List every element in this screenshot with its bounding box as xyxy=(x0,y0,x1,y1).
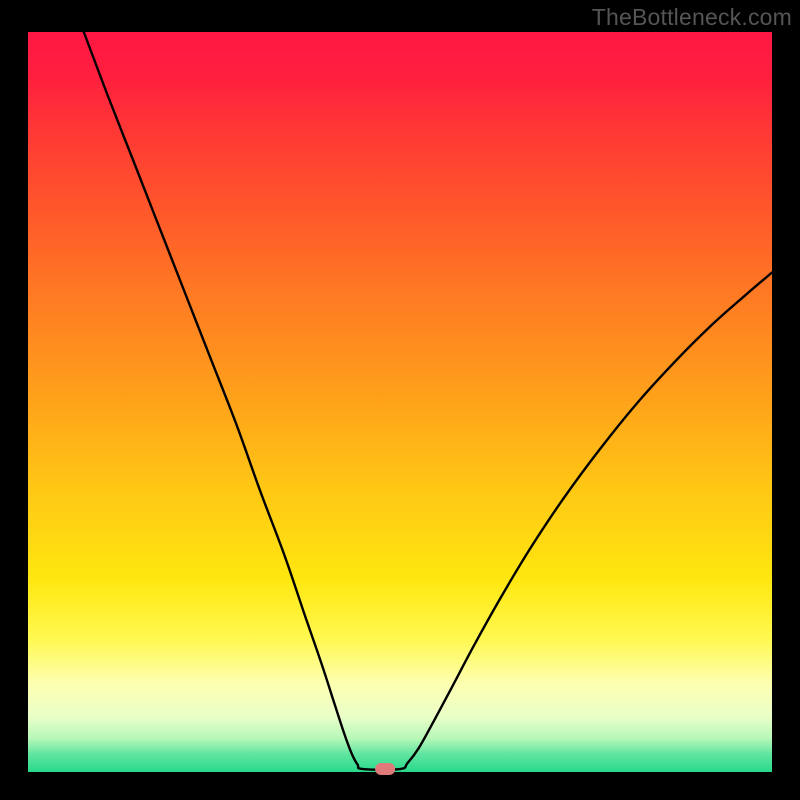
optimal-point-marker xyxy=(375,763,395,775)
chart-container: TheBottleneck.com xyxy=(0,0,800,800)
plot-gradient-background xyxy=(28,32,772,772)
bottleneck-chart xyxy=(0,0,800,800)
watermark-text: TheBottleneck.com xyxy=(592,4,792,31)
